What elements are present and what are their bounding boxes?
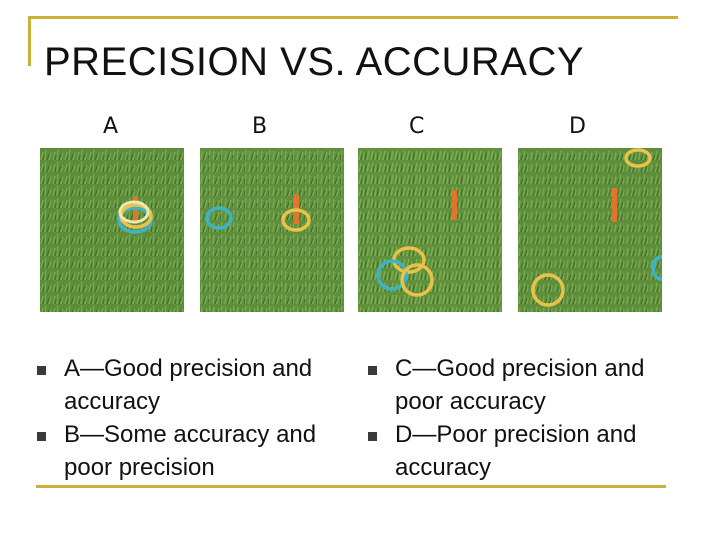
ring — [205, 206, 233, 230]
bullet-item: A—Good precision and accuracy — [37, 352, 337, 418]
bullet-item: D—Poor precision and accuracy — [368, 418, 698, 484]
bullet-square-icon — [368, 366, 377, 375]
column-label-c: C — [409, 114, 425, 139]
ring — [624, 148, 652, 168]
ring — [400, 263, 434, 297]
slide-title: PRECISION VS. ACCURACY — [44, 40, 585, 84]
bottom-divider-line — [36, 485, 666, 488]
title-frame-top-line — [28, 16, 678, 19]
photo-b-rings-on-grass — [200, 148, 344, 312]
title-frame-left-line — [28, 16, 31, 66]
column-label-d: D — [569, 114, 586, 139]
bullet-text: D—Poor precision and accuracy — [395, 421, 637, 481]
bullet-square-icon — [368, 432, 377, 441]
photo-c-rings-on-grass — [358, 148, 502, 312]
stake — [452, 190, 457, 220]
ring — [281, 208, 311, 232]
stake — [612, 188, 617, 222]
bullet-text: A—Good precision and accuracy — [64, 355, 313, 415]
column-label-a: A — [103, 114, 119, 139]
bullet-item: B—Some accuracy and poor precision — [37, 418, 337, 484]
stake — [133, 196, 138, 224]
bullet-square-icon — [37, 366, 46, 375]
bullet-text: B—Some accuracy and poor precision — [64, 421, 317, 481]
photo-a-rings-on-grass — [40, 148, 184, 312]
ring — [531, 273, 565, 307]
column-label-b: B — [252, 114, 268, 139]
bullet-list-left: A—Good precision and accuracy B—Some acc… — [37, 352, 337, 484]
photo-d-rings-on-grass — [518, 148, 662, 312]
bullet-item: C—Good precision and poor accuracy — [368, 352, 698, 418]
bullet-text: C—Good precision and poor accuracy — [395, 355, 645, 415]
bullet-list-right: C—Good precision and poor accuracy D—Poo… — [368, 352, 698, 484]
bullet-square-icon — [37, 432, 46, 441]
ring — [376, 259, 408, 291]
ring — [651, 255, 662, 281]
ring — [118, 200, 150, 224]
